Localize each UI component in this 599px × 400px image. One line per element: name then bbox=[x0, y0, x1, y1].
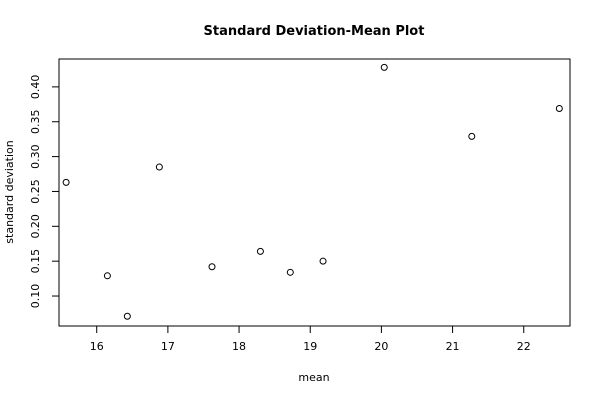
y-tick-label: 0.20 bbox=[29, 214, 42, 239]
chart-title: Standard Deviation-Mean Plot bbox=[204, 24, 425, 39]
x-tick-label: 18 bbox=[232, 340, 246, 353]
data-point bbox=[256, 247, 264, 255]
data-point bbox=[380, 63, 388, 71]
data-point bbox=[319, 257, 327, 265]
data-point bbox=[555, 104, 563, 112]
x-tick-label: 19 bbox=[303, 340, 317, 353]
y-tick-label: 0.25 bbox=[29, 179, 42, 204]
data-point bbox=[208, 263, 216, 271]
y-tick-label: 0.15 bbox=[29, 249, 42, 274]
data-points bbox=[62, 63, 563, 320]
x-tick-label: 17 bbox=[161, 340, 175, 353]
x-axis: 16 17 18 19 20 21 22 bbox=[90, 325, 531, 353]
y-tick-label: 0.35 bbox=[29, 109, 42, 134]
x-tick-label: 21 bbox=[446, 340, 460, 353]
data-point bbox=[155, 163, 163, 171]
y-axis: 0.10 0.15 0.20 0.25 0.30 0.35 0.40 bbox=[29, 75, 60, 309]
data-point bbox=[468, 132, 476, 140]
x-tick-label: 22 bbox=[517, 340, 531, 353]
y-tick-label: 0.40 bbox=[29, 75, 42, 100]
y-tick-label: 0.30 bbox=[29, 144, 42, 169]
data-point bbox=[103, 272, 111, 280]
plot-frame bbox=[58, 58, 571, 327]
y-tick-label: 0.10 bbox=[29, 284, 42, 309]
x-tick-label: 20 bbox=[374, 340, 388, 353]
data-point bbox=[286, 268, 294, 276]
y-axis-label: standard deviation bbox=[3, 140, 16, 243]
data-point bbox=[123, 312, 131, 320]
x-tick-label: 16 bbox=[90, 340, 104, 353]
x-axis-label: mean bbox=[298, 371, 329, 384]
data-point bbox=[62, 178, 70, 186]
